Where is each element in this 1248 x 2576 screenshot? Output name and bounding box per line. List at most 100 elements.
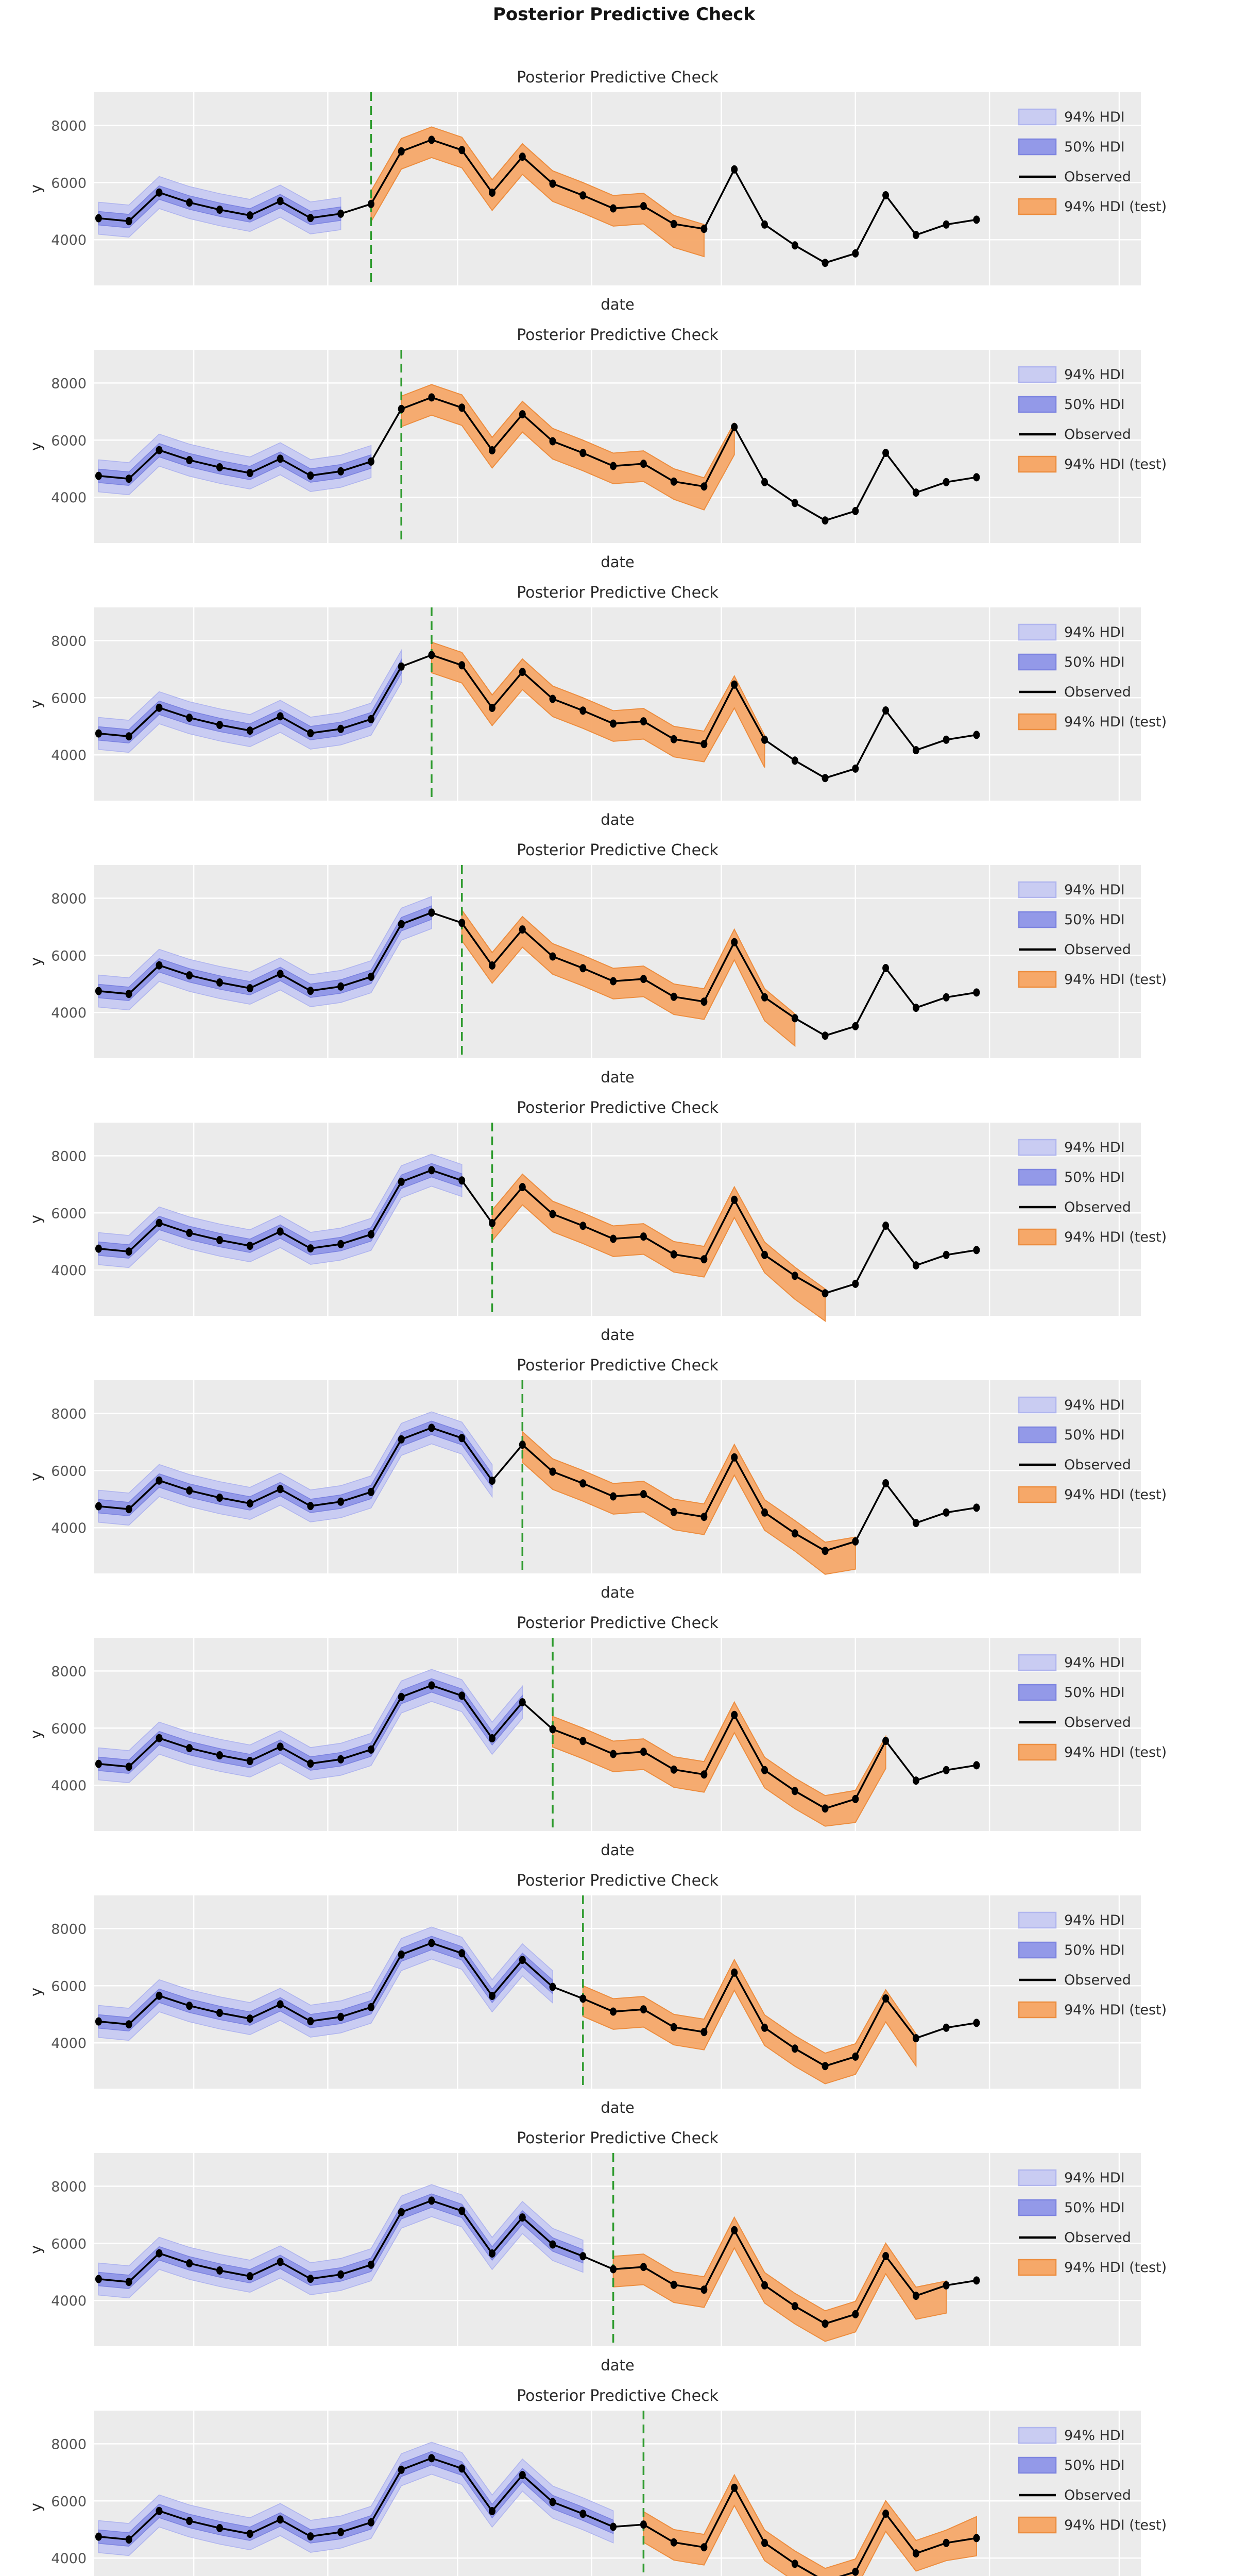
legend-label: 94% HDI (test): [1064, 714, 1167, 730]
observed-marker: [670, 219, 677, 228]
observed-marker: [156, 188, 163, 197]
observed-marker: [246, 1242, 253, 1250]
observed-marker: [489, 189, 495, 197]
subplot-title: Posterior Predictive Check: [517, 69, 719, 87]
observed-marker: [125, 2020, 132, 2029]
x-axis-label: date: [601, 553, 634, 571]
observed-marker: [700, 1770, 708, 1779]
observed-marker: [549, 1467, 556, 1476]
subplot-title: Posterior Predictive Check: [517, 584, 719, 602]
observed-marker: [852, 1794, 859, 1803]
gridlines: [94, 1123, 1141, 1316]
observed-marker: [882, 2252, 890, 2260]
y-axis-label: y: [27, 1215, 45, 1224]
legend-patch: [1018, 1168, 1057, 1186]
hdi50-band: [98, 905, 432, 1002]
legend-label: Observed: [1064, 684, 1131, 700]
observed-marker: [670, 2538, 677, 2547]
observed-marker: [458, 1176, 466, 1185]
plot-area: [94, 1380, 1141, 1573]
observed-marker: [761, 993, 768, 1002]
legend-label: 94% HDI: [1064, 109, 1125, 125]
subplot-title: Posterior Predictive Check: [517, 1614, 719, 1632]
legend-label: 50% HDI: [1064, 2458, 1125, 2473]
plot-area: [94, 607, 1141, 801]
ppc-subplot-3: Posterior Predictive Check 4000 6000 8000 y d…: [27, 584, 1167, 828]
legend-label: Observed: [1064, 1457, 1131, 1473]
legend-patch: [1018, 911, 1057, 928]
observed-line: [98, 2199, 977, 2325]
observed-marker: [337, 982, 345, 991]
observed-marker: [761, 478, 768, 486]
observed-marker: [549, 179, 556, 188]
observed-marker: [125, 990, 132, 998]
observed-marker: [579, 1994, 587, 2003]
legend: 94% HDI 50% HDI Observed 94% HDI (test): [1018, 1396, 1167, 1503]
observed-marker: [912, 1776, 919, 1785]
x-axis-label: date: [601, 1841, 634, 1859]
observed-marker: [882, 964, 890, 972]
legend-label: Observed: [1064, 2230, 1131, 2246]
plot-area: [94, 1895, 1141, 2089]
legend-label: 94% HDI: [1064, 882, 1125, 898]
legend-patch: [1018, 1486, 1057, 1503]
observed-series: [95, 908, 980, 1040]
observed-marker: [549, 1210, 556, 1218]
test-band: [370, 126, 705, 258]
y-tick-label: 4000: [51, 748, 87, 764]
observed-marker: [95, 987, 102, 995]
test-band: [643, 2473, 977, 2576]
observed-marker: [519, 152, 526, 161]
observed-marker: [428, 1423, 435, 1432]
observed-marker: [852, 2052, 859, 2061]
observed-marker: [428, 135, 435, 144]
observed-marker: [761, 220, 768, 229]
legend-label: 94% HDI: [1064, 1140, 1125, 1156]
plot-area: [94, 1638, 1141, 1831]
observed-marker: [852, 1537, 859, 1546]
observed-series: [95, 1166, 980, 1298]
y-tick-label: 6000: [51, 175, 87, 191]
observed-marker: [670, 1250, 677, 1259]
observed-marker: [610, 1492, 617, 1501]
legend-patch: [1018, 2001, 1057, 2019]
observed-marker: [156, 1476, 163, 1485]
y-tick-label: 6000: [51, 690, 87, 706]
observed-series: [95, 1681, 980, 1813]
observed-marker: [156, 703, 163, 712]
observed-marker: [549, 2240, 556, 2249]
observed-marker: [367, 1745, 374, 1754]
legend-patch: [1018, 2427, 1057, 2444]
observed-marker: [367, 199, 374, 208]
observed-marker: [579, 964, 587, 973]
observed-marker: [670, 992, 677, 1001]
observed-marker: [246, 726, 253, 735]
ppc-subplot-6: Posterior Predictive Check 4000 6000 8000 y d…: [27, 1357, 1167, 1601]
observed-marker: [337, 1755, 345, 1764]
observed-marker: [519, 925, 526, 934]
observed-marker: [579, 2510, 587, 2518]
observed-marker: [822, 2319, 829, 2328]
observed-marker: [156, 2506, 163, 2515]
legend-patch: [1018, 1743, 1057, 1761]
legend-label: 94% HDI: [1064, 2428, 1125, 2444]
observed-series: [95, 2196, 980, 2328]
observed-marker: [791, 1529, 798, 1538]
observed-marker: [307, 987, 314, 995]
observed-marker: [367, 2260, 374, 2269]
observed-marker: [852, 1279, 859, 1288]
x-axis-label: date: [601, 1326, 634, 1344]
observed-marker: [579, 706, 587, 715]
legend-label: 50% HDI: [1064, 139, 1125, 155]
observed-marker: [186, 2517, 193, 2526]
observed-marker: [640, 2520, 647, 2529]
observed-marker: [822, 1289, 829, 1298]
observed-marker: [640, 460, 647, 468]
observed-marker: [731, 938, 738, 946]
observed-marker: [216, 206, 223, 214]
observed-marker: [822, 2062, 829, 2071]
subplot-title: Posterior Predictive Check: [517, 841, 719, 859]
observed-marker: [579, 1479, 587, 1488]
observed-marker: [791, 2044, 798, 2053]
observed-marker: [852, 506, 859, 515]
